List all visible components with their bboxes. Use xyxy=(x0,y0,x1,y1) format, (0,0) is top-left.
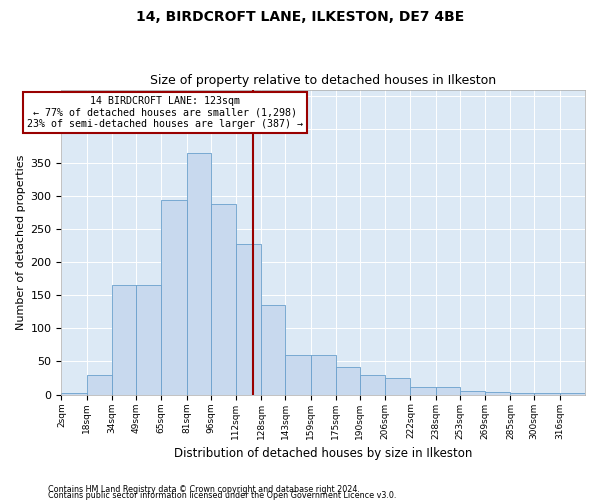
Bar xyxy=(436,388,460,394)
Bar xyxy=(112,285,136,395)
Text: Contains public sector information licensed under the Open Government Licence v3: Contains public sector information licen… xyxy=(48,490,397,500)
Text: 14, BIRDCROFT LANE, ILKESTON, DE7 4BE: 14, BIRDCROFT LANE, ILKESTON, DE7 4BE xyxy=(136,10,464,24)
Bar xyxy=(285,355,311,395)
Bar xyxy=(187,152,211,394)
Bar xyxy=(460,390,485,394)
Bar xyxy=(410,388,436,394)
Bar xyxy=(336,367,359,394)
Bar xyxy=(311,355,336,395)
Bar xyxy=(161,200,187,394)
Bar xyxy=(359,375,385,394)
Bar xyxy=(87,375,112,394)
X-axis label: Distribution of detached houses by size in Ilkeston: Distribution of detached houses by size … xyxy=(174,447,472,460)
Title: Size of property relative to detached houses in Ilkeston: Size of property relative to detached ho… xyxy=(150,74,496,87)
Bar xyxy=(136,285,161,395)
Bar xyxy=(211,204,236,394)
Bar xyxy=(485,392,511,394)
Text: Contains HM Land Registry data © Crown copyright and database right 2024.: Contains HM Land Registry data © Crown c… xyxy=(48,484,360,494)
Text: 14 BIRDCROFT LANE: 123sqm
← 77% of detached houses are smaller (1,298)
23% of se: 14 BIRDCROFT LANE: 123sqm ← 77% of detac… xyxy=(26,96,302,130)
Bar xyxy=(236,244,262,394)
Bar xyxy=(262,305,285,394)
Y-axis label: Number of detached properties: Number of detached properties xyxy=(16,154,26,330)
Bar xyxy=(385,378,410,394)
